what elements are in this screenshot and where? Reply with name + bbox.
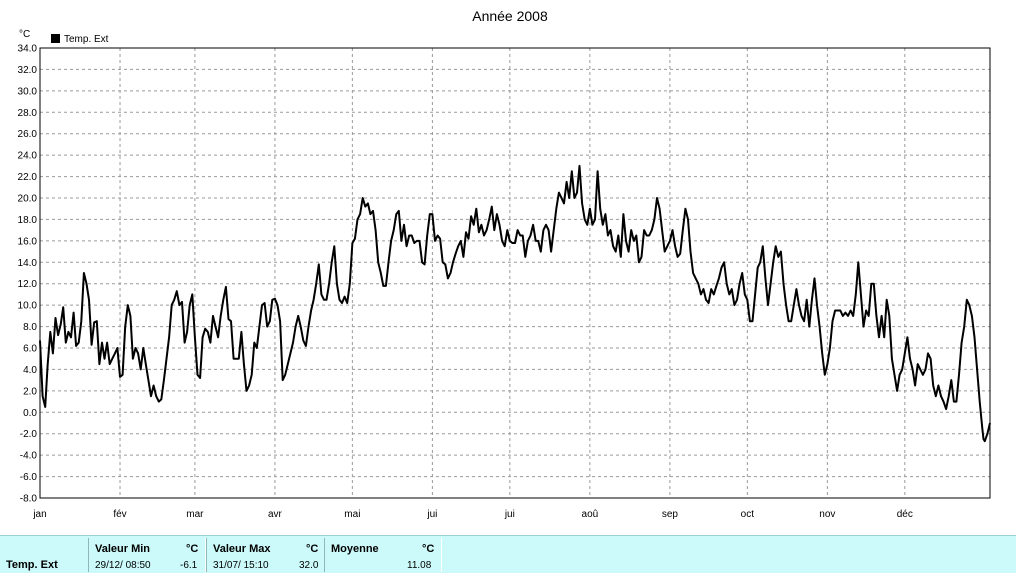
legend-swatch [51, 34, 60, 43]
y-tick-label: 32.0 [18, 65, 38, 76]
y-tick-label: -8.0 [20, 494, 38, 505]
y-tick-label: 0.0 [23, 408, 37, 419]
y-tick-label: 30.0 [18, 86, 38, 97]
y-tick-label: 12.0 [18, 279, 38, 290]
stat-avg-label: Moyenne [331, 543, 379, 555]
y-tick-label: 10.0 [18, 301, 38, 312]
series-line-temp-ext [39, 164, 991, 443]
y-tick-label: 28.0 [18, 108, 38, 119]
x-tick-label-5: jui [426, 509, 437, 520]
chart-title: Année 2008 [472, 8, 548, 24]
stat-min-label: Valeur Min [95, 543, 151, 555]
y-tick-label: 2.0 [23, 386, 37, 397]
plot-frame [39, 47, 991, 499]
stat-max-box: Valeur Max °C 31/07/ 15:10 32.0 [206, 538, 325, 572]
stat-max-time: 31/07/ 15:10 [213, 560, 269, 571]
y-tick-label: 8.0 [23, 322, 37, 333]
y-tick-label: 34.0 [18, 44, 38, 55]
y-tick-label: 6.0 [23, 344, 37, 355]
stat-max-unit: °C [306, 543, 319, 555]
x-tick-label-7: aoû [582, 509, 599, 520]
y-axis-unit: °C [19, 29, 30, 40]
stat-max-label: Valeur Max [213, 543, 271, 555]
y-tick-label: 4.0 [23, 365, 37, 376]
x-tick-label-0: jan [32, 509, 46, 520]
y-tick-label: -4.0 [20, 451, 38, 462]
stat-avg-box: Moyenne °C 11.08 [324, 538, 442, 572]
y-tick-label: 16.0 [18, 236, 38, 247]
x-tick-label-11: déc [897, 509, 913, 520]
x-tick-label-3: avr [268, 509, 283, 520]
legend-label: Temp. Ext [64, 34, 109, 45]
y-tick-label: 24.0 [18, 151, 38, 162]
stat-min-time: 29/12/ 08:50 [95, 560, 151, 571]
stat-min-unit: °C [186, 543, 199, 555]
stats-panel: Temp. Ext Valeur Min °C 29/12/ 08:50 -6.… [0, 535, 1016, 573]
x-tick-label-1: fév [113, 509, 126, 520]
y-tick-label: 22.0 [18, 172, 38, 183]
stat-avg-value: 11.08 [407, 560, 432, 571]
y-axis-ticks: 34.0 32.0 30.0 28.0 26.0 24.0 22.0 20.0 18.0 16.0… [18, 44, 38, 505]
x-tick-label-6: jui [504, 509, 515, 520]
x-tick-label-4: mai [344, 509, 360, 520]
y-tick-label: -6.0 [20, 472, 38, 483]
x-tick-label-2: mar [186, 509, 204, 520]
y-tick-label: 18.0 [18, 215, 38, 226]
stat-max-value: 32.0 [299, 560, 319, 571]
y-tick-label: 20.0 [18, 194, 38, 205]
y-tick-label: 14.0 [18, 258, 38, 269]
stat-avg-unit: °C [422, 543, 435, 555]
x-tick-label-9: oct [741, 509, 755, 520]
stat-min-box: Valeur Min °C 29/12/ 08:50 -6.1 [88, 538, 206, 572]
stat-min-value: -6.1 [180, 560, 198, 571]
stats-series-name: Temp. Ext [6, 559, 58, 571]
y-tick-label: -2.0 [20, 429, 38, 440]
grid [40, 48, 990, 498]
x-tick-label-8: sep [662, 509, 679, 520]
y-tick-label: 26.0 [18, 129, 38, 140]
temperature-chart: Année 2008 °C Temp. Ext 34.0 32.0 30.0 28.0… [18, 8, 991, 520]
x-axis-ticks: jan fév mar avr mai jui jui aoû sep oct nov déc [32, 509, 913, 520]
x-tick-label-10: nov [819, 509, 835, 520]
